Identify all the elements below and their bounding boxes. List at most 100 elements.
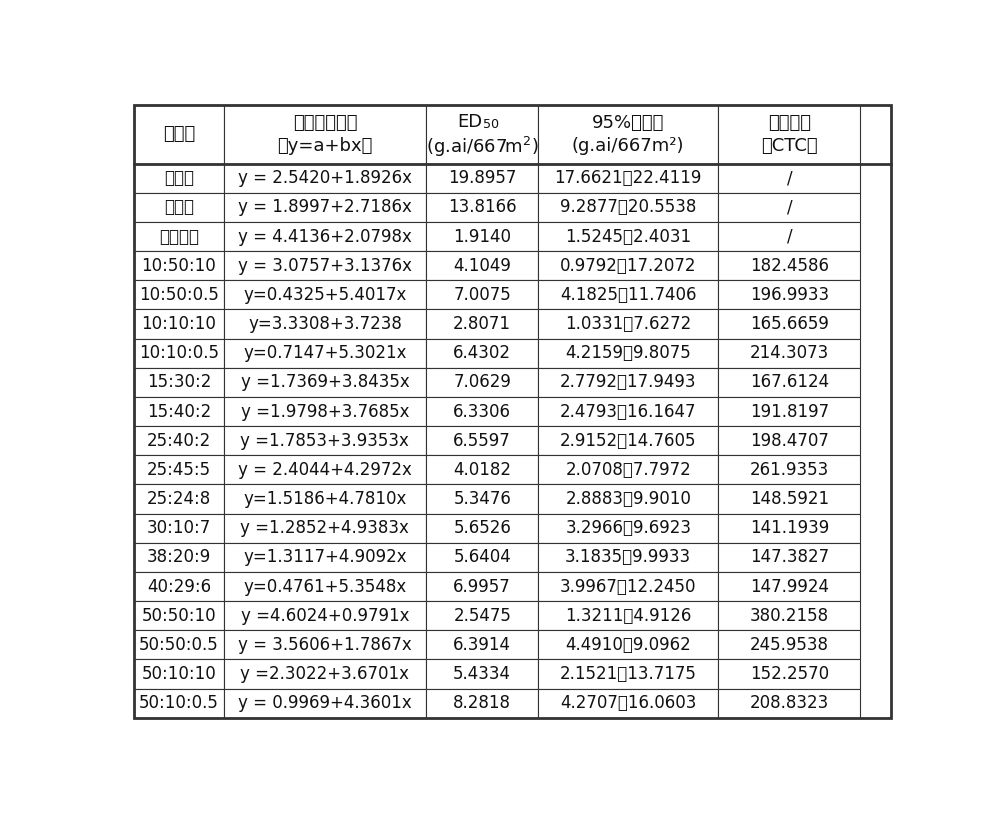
Bar — [426, 543, 538, 572]
Bar — [134, 426, 224, 456]
Text: 10:10:0.5: 10:10:0.5 — [139, 344, 219, 362]
Text: y = 1.8997+2.7186x: y = 1.8997+2.7186x — [238, 198, 412, 217]
Text: 38:20:9: 38:20:9 — [147, 548, 211, 566]
Text: 共毒系数
（CTC）: 共毒系数 （CTC） — [761, 114, 818, 156]
Text: 6.4302: 6.4302 — [453, 344, 511, 362]
Text: 191.8197: 191.8197 — [750, 403, 829, 421]
Text: 13.8166: 13.8166 — [448, 198, 517, 217]
Text: y = 2.4044+4.2972x: y = 2.4044+4.2972x — [238, 461, 412, 479]
Text: 50:10:0.5: 50:10:0.5 — [139, 694, 219, 712]
Bar — [718, 280, 860, 310]
Text: 6.5597: 6.5597 — [453, 432, 511, 450]
Text: 148.5921: 148.5921 — [750, 490, 829, 508]
Text: y = 4.4136+2.0798x: y = 4.4136+2.0798x — [238, 227, 412, 245]
Bar — [426, 397, 538, 426]
Bar — [538, 572, 718, 601]
Text: 毒力回归方程
（y=a+bx）: 毒力回归方程 （y=a+bx） — [277, 114, 373, 156]
Bar — [718, 659, 860, 689]
Bar — [134, 456, 224, 484]
Bar — [134, 339, 224, 368]
Bar — [538, 513, 718, 543]
Text: 3.9967～12.2450: 3.9967～12.2450 — [560, 578, 696, 596]
Text: y =2.3022+3.6701x: y =2.3022+3.6701x — [240, 665, 409, 683]
Text: 15:40:2: 15:40:2 — [147, 403, 211, 421]
Bar — [718, 630, 860, 659]
Text: 2.0708～7.7972: 2.0708～7.7972 — [565, 461, 691, 479]
Bar — [718, 397, 860, 426]
Text: 50:10:10: 50:10:10 — [142, 665, 216, 683]
Bar — [224, 193, 426, 222]
Text: 380.2158: 380.2158 — [750, 606, 829, 625]
Text: 5.4334: 5.4334 — [453, 665, 511, 683]
Text: 196.9933: 196.9933 — [750, 286, 829, 304]
Text: y=3.3308+3.7238: y=3.3308+3.7238 — [248, 315, 402, 333]
Text: y=0.4325+5.4017x: y=0.4325+5.4017x — [243, 286, 407, 304]
Bar — [426, 222, 538, 251]
Bar — [718, 310, 860, 339]
Text: 6.3914: 6.3914 — [453, 636, 511, 654]
Text: 167.6124: 167.6124 — [750, 373, 829, 391]
Text: ED: ED — [457, 112, 482, 130]
Bar — [426, 105, 538, 164]
Bar — [718, 543, 860, 572]
Text: y =4.6024+0.9791x: y =4.6024+0.9791x — [241, 606, 409, 625]
Text: y = 2.5420+1.8926x: y = 2.5420+1.8926x — [238, 170, 412, 187]
Text: 50:50:0.5: 50:50:0.5 — [139, 636, 219, 654]
Text: 2.8883～9.9010: 2.8883～9.9010 — [565, 490, 691, 508]
Bar — [426, 659, 538, 689]
Text: 6.3306: 6.3306 — [453, 403, 511, 421]
Bar — [426, 280, 538, 310]
Text: 异丙隆: 异丙隆 — [164, 170, 194, 187]
Bar — [224, 659, 426, 689]
Text: 261.9353: 261.9353 — [750, 461, 829, 479]
Bar — [134, 251, 224, 280]
Bar — [538, 339, 718, 368]
Text: y =1.2852+4.9383x: y =1.2852+4.9383x — [240, 519, 409, 537]
Bar — [134, 543, 224, 572]
Bar — [538, 689, 718, 718]
Bar — [224, 513, 426, 543]
Text: 2.5475: 2.5475 — [453, 606, 511, 625]
Bar — [224, 572, 426, 601]
Bar — [718, 368, 860, 397]
Bar — [538, 251, 718, 280]
Text: 1.9140: 1.9140 — [453, 227, 511, 245]
Text: 214.3073: 214.3073 — [750, 344, 829, 362]
Bar — [134, 572, 224, 601]
Bar — [134, 513, 224, 543]
Bar — [426, 164, 538, 193]
Bar — [718, 601, 860, 630]
Bar — [224, 251, 426, 280]
Bar — [718, 339, 860, 368]
Text: y=0.7147+5.3021x: y=0.7147+5.3021x — [243, 344, 407, 362]
Bar — [426, 368, 538, 397]
Text: /: / — [787, 227, 792, 245]
Text: 10:50:10: 10:50:10 — [142, 257, 216, 275]
Text: 25:24:8: 25:24:8 — [147, 490, 211, 508]
Bar — [426, 193, 538, 222]
Bar — [718, 164, 860, 193]
Bar — [224, 310, 426, 339]
Text: y =1.7853+3.9353x: y =1.7853+3.9353x — [240, 432, 409, 450]
Bar — [718, 689, 860, 718]
Text: 3.2966～9.6923: 3.2966～9.6923 — [565, 519, 691, 537]
Bar — [224, 543, 426, 572]
Bar — [718, 513, 860, 543]
Text: 208.8323: 208.8323 — [750, 694, 829, 712]
Bar — [224, 601, 426, 630]
Bar — [134, 630, 224, 659]
Bar — [426, 426, 538, 456]
Text: 4.2707～16.0603: 4.2707～16.0603 — [560, 694, 696, 712]
Text: 0.9792～17.2072: 0.9792～17.2072 — [560, 257, 696, 275]
Bar — [134, 222, 224, 251]
Text: y = 3.5606+1.7867x: y = 3.5606+1.7867x — [238, 636, 412, 654]
Text: y = 0.9969+4.3601x: y = 0.9969+4.3601x — [238, 694, 412, 712]
Text: 198.4707: 198.4707 — [750, 432, 829, 450]
Bar — [538, 543, 718, 572]
Text: 4.2159～9.8075: 4.2159～9.8075 — [565, 344, 691, 362]
Bar — [224, 397, 426, 426]
Bar — [426, 339, 538, 368]
Bar — [134, 280, 224, 310]
Bar — [718, 193, 860, 222]
Bar — [426, 251, 538, 280]
